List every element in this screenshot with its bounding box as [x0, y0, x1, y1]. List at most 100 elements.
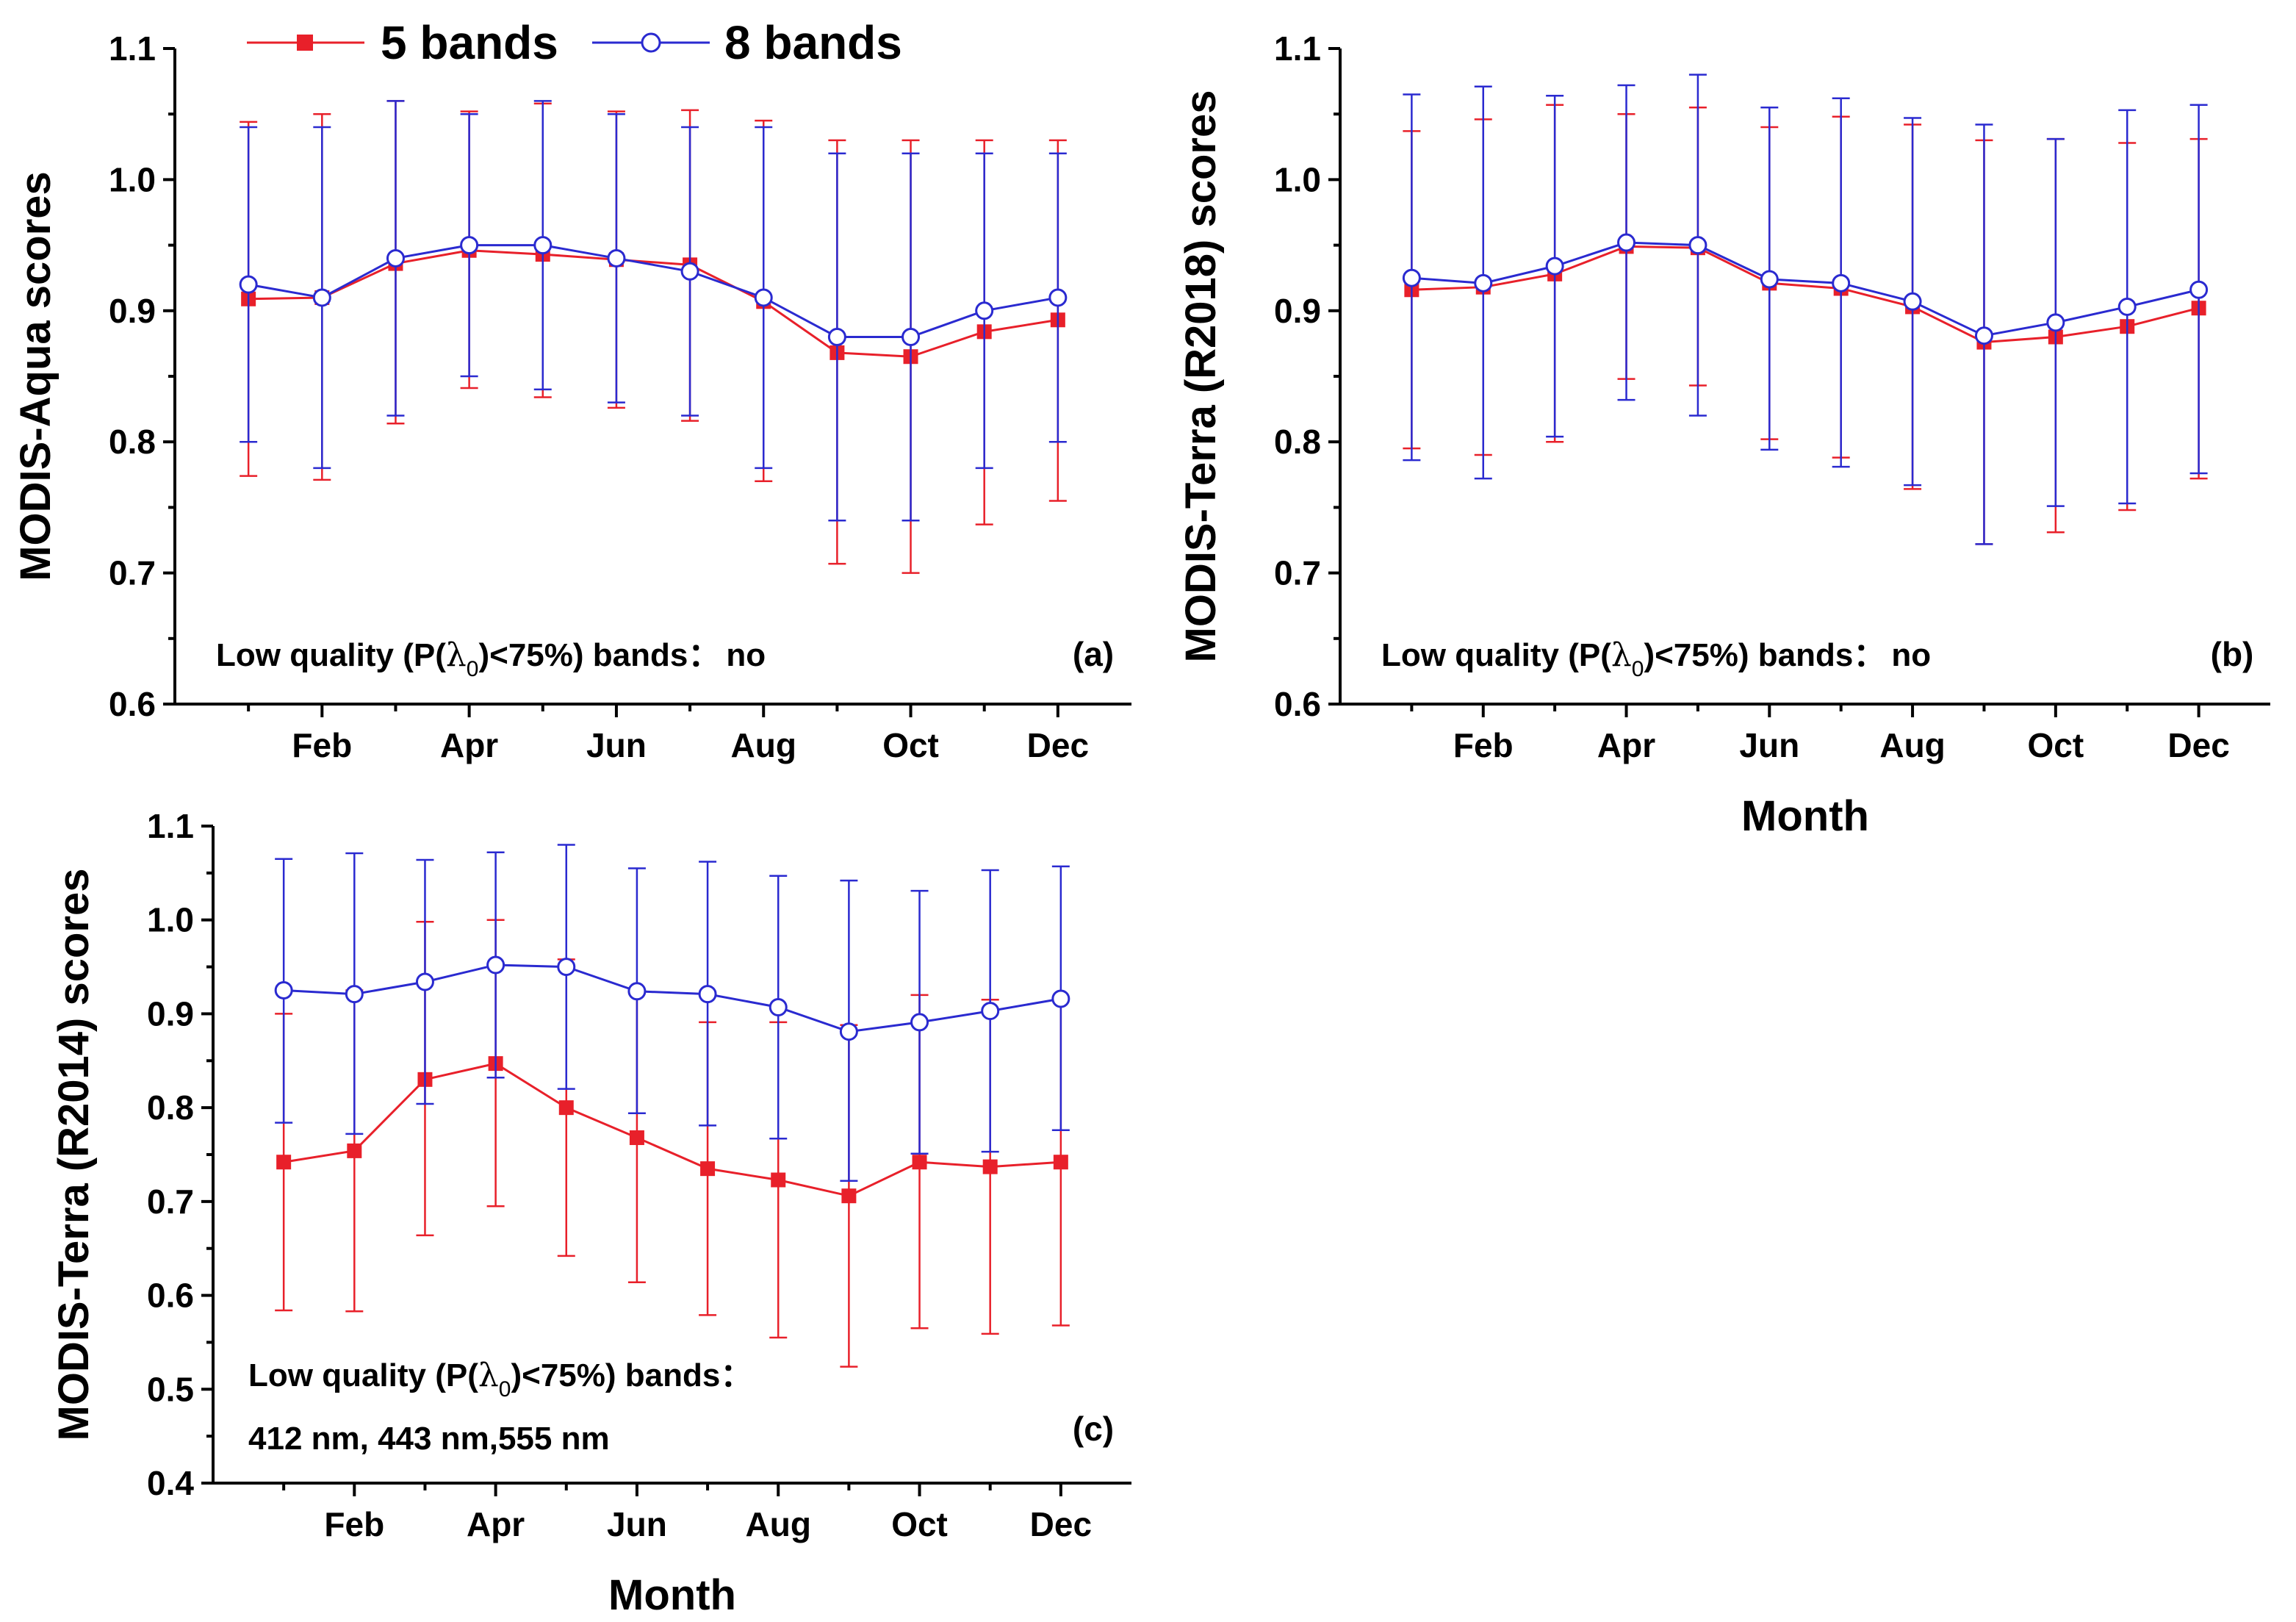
y-tick-label: 0.6 — [1274, 685, 1321, 723]
y-tick-label: 0.9 — [147, 994, 194, 1033]
data-point-5-bands — [1053, 1155, 1068, 1170]
data-point-8-bands — [1688, 236, 1707, 255]
data-point-8-bands — [2046, 313, 2065, 332]
data-point-8-bands — [1051, 989, 1070, 1008]
legend-label-5-bands: 5 bands — [381, 16, 558, 69]
series-line-5-bands — [1411, 245, 2199, 344]
note-value: no — [1891, 637, 1931, 673]
data-point-5-bands — [841, 1188, 857, 1204]
data-point-8-bands — [975, 301, 994, 320]
data-point-5-bands — [700, 1161, 716, 1177]
data-point-8-bands — [1048, 288, 1068, 307]
note-value: no — [726, 637, 766, 673]
data-point-5-bands — [912, 1155, 927, 1170]
data-point-8-bands — [2117, 297, 2137, 316]
data-point-5-bands — [629, 1130, 644, 1146]
x-tick-label: Feb — [292, 726, 352, 764]
panel-a: 0.6 0.7 0.8 0.9 1.0 1.1 Feb Apr Jun Aug Oct Dec MODI… — [12, 29, 1131, 764]
quality-note: Low quality (P(λ0)<75%) bands： no — [216, 636, 766, 681]
data-point-8-bands — [698, 985, 717, 1004]
data-point-8-bands — [627, 982, 647, 1001]
data-point-8-bands — [1474, 273, 1493, 293]
y-tick-label: 0.9 — [1274, 292, 1321, 330]
data-point-8-bands — [839, 1022, 858, 1041]
data-point-8-bands — [1903, 292, 1922, 311]
x-tick-label: Dec — [1027, 726, 1089, 764]
note-subscript: 0 — [499, 1377, 511, 1402]
x-axis-title: Month — [608, 1571, 736, 1619]
error-bars-5-bands — [240, 100, 1067, 574]
data-point-5-bands — [276, 1155, 292, 1170]
data-point-8-bands — [415, 972, 434, 991]
data-point-8-bands — [1402, 268, 1421, 287]
note-subscript: 0 — [467, 657, 479, 681]
quality-note-bands: 412 nm, 443 nm,555 nm — [248, 1421, 610, 1457]
data-point-5-bands — [771, 1172, 786, 1188]
data-point-8-bands — [1545, 256, 1564, 276]
panel-tag: (c) — [1073, 1410, 1114, 1448]
x-tick-label: Aug — [731, 726, 796, 764]
data-point-8-bands — [910, 1013, 929, 1032]
y-tick-label: 0.6 — [109, 685, 156, 723]
y-tick-label: 1.0 — [109, 160, 156, 198]
series-line-8-bands — [248, 244, 1059, 338]
note-suffix: )<75%) bands： — [1644, 637, 1885, 673]
note-prefix: Low quality (P( — [216, 637, 446, 673]
y-tick-label: 0.8 — [109, 423, 156, 461]
y-tick-label: 0.8 — [147, 1088, 194, 1127]
series-line-5-bands — [283, 1062, 1061, 1197]
y-axis-title: MODIS-Terra (R2018) scores — [1177, 90, 1225, 662]
data-point-8-bands — [769, 997, 788, 1016]
y-tick-label: 1.0 — [147, 901, 194, 939]
quality-note: Low quality (P(λ0)<75%) bands： — [248, 1357, 752, 1402]
data-point-8-bands — [902, 327, 921, 346]
data-point-8-bands — [680, 262, 699, 281]
x-tick-label: Jun — [586, 726, 647, 764]
x-tick-label: Oct — [2028, 726, 2084, 764]
error-bars-8-bands — [240, 100, 1067, 522]
y-tick-label: 0.7 — [1274, 554, 1321, 592]
x-tick-label: Feb — [1453, 726, 1514, 764]
data-point-8-bands — [1832, 273, 1851, 293]
y-tick-label: 0.5 — [147, 1370, 194, 1408]
series-line-8-bands — [284, 963, 1062, 1033]
note-suffix: )<75%) bands： — [511, 1357, 752, 1393]
x-tick-label: Jun — [1739, 726, 1799, 764]
y-axis-title: MODIS-Aqua scores — [12, 171, 60, 581]
error-bars-8-bands — [275, 844, 1070, 1183]
data-point-5-bands — [982, 1159, 998, 1174]
note-lambda: λ — [1611, 636, 1632, 674]
note-lambda: λ — [446, 636, 467, 674]
legend-marker-5-bands — [297, 35, 313, 51]
legend-label-8-bands: 8 bands — [724, 16, 902, 69]
data-point-8-bands — [486, 955, 505, 975]
panel-b: 0.6 0.7 0.8 0.9 1.0 1.1 Feb Apr Jun Aug Oct Dec MODI… — [1177, 29, 2270, 840]
y-tick-label: 0.9 — [109, 292, 156, 330]
note-lambda: λ — [478, 1357, 499, 1394]
x-axis-title: Month — [1741, 792, 1869, 840]
data-point-8-bands — [981, 1002, 1000, 1021]
data-point-8-bands — [239, 275, 258, 294]
x-tick-label: Apr — [440, 726, 498, 764]
data-point-8-bands — [460, 236, 479, 255]
x-tick-label: Oct — [882, 726, 939, 764]
y-tick-label: 1.0 — [1274, 160, 1321, 198]
x-tick-label: Dec — [1030, 1505, 1092, 1543]
data-point-8-bands — [827, 327, 846, 346]
x-tick-label: Oct — [891, 1505, 948, 1543]
data-point-8-bands — [1760, 270, 1779, 289]
x-tick-label: Jun — [607, 1505, 667, 1543]
y-tick-label: 1.1 — [109, 29, 156, 68]
y-tick-label: 0.4 — [147, 1464, 194, 1502]
data-point-8-bands — [754, 288, 773, 307]
note-prefix: Low quality (P( — [248, 1357, 478, 1393]
data-point-8-bands — [274, 981, 293, 1000]
data-point-5-bands — [558, 1100, 574, 1116]
note-suffix: )<75%) bands： — [478, 637, 720, 673]
y-tick-label: 1.1 — [1274, 29, 1321, 68]
note-subscript: 0 — [1632, 657, 1644, 681]
y-tick-label: 0.7 — [109, 554, 156, 592]
y-tick-label: 0.6 — [147, 1277, 194, 1315]
x-tick-label: Apr — [467, 1505, 525, 1543]
